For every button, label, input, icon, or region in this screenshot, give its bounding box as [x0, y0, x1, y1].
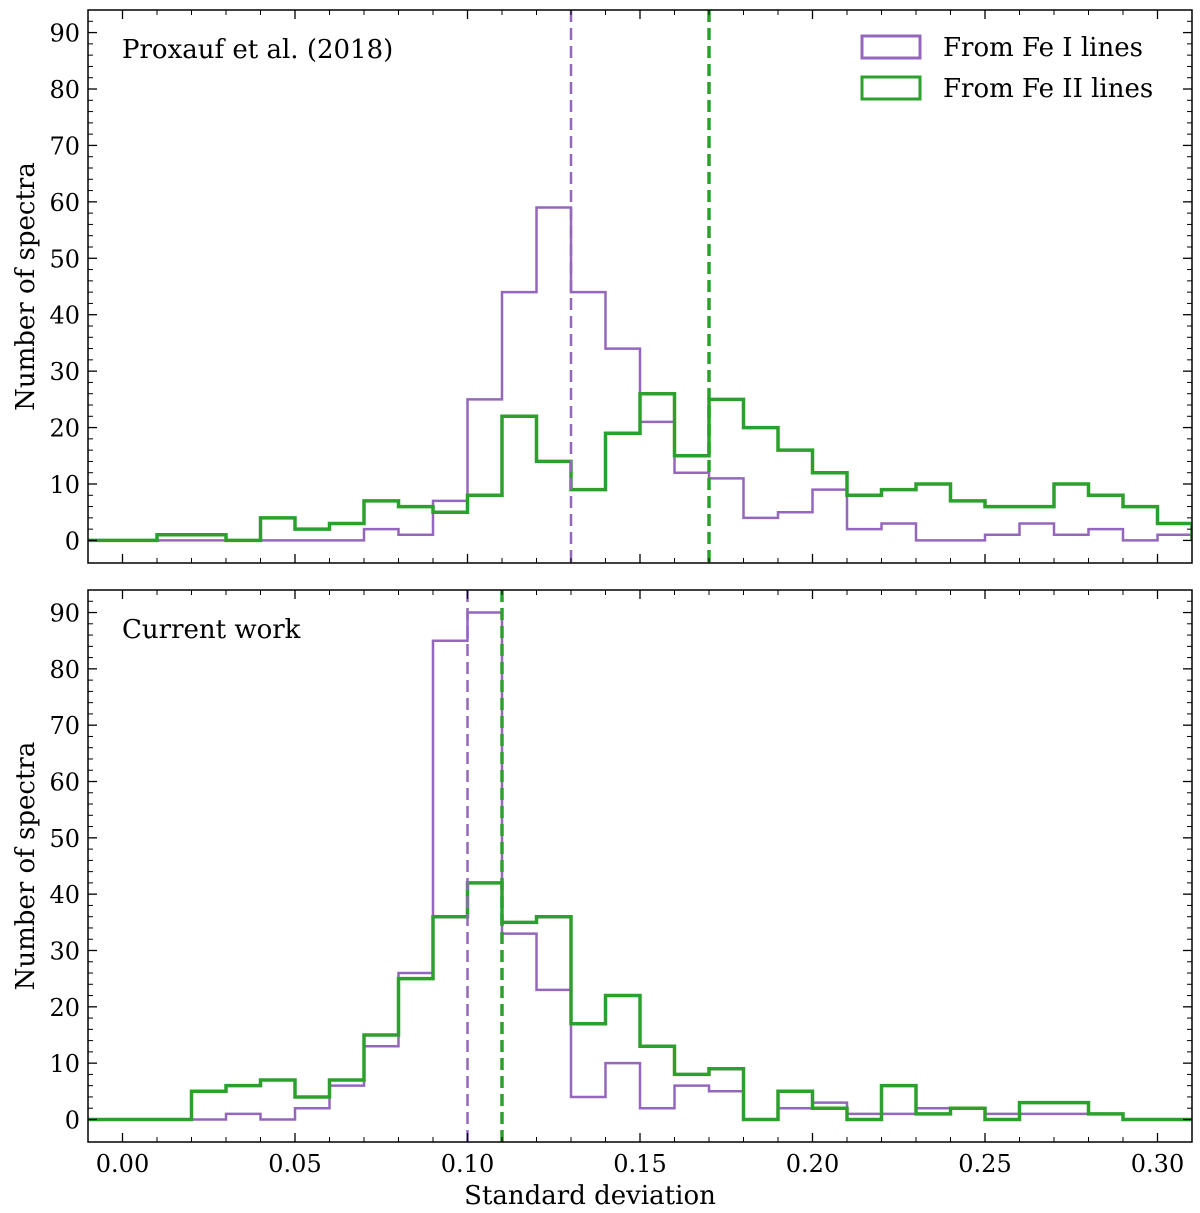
legend-label-fe2: From Fe II lines: [943, 74, 1153, 104]
y-tick-label: 60: [49, 189, 80, 217]
panel-annotation: Proxauf et al. (2018): [122, 35, 393, 65]
y-tick-label: 50: [49, 245, 80, 273]
x-tick-label: 0.00: [96, 1150, 149, 1178]
y-tick-label: 20: [49, 415, 80, 443]
y-tick-label: 70: [49, 712, 80, 740]
x-tick-label: 0.20: [786, 1150, 839, 1178]
y-tick-label: 40: [49, 302, 80, 330]
y-tick-label: 30: [49, 358, 80, 386]
y-tick-label: 80: [49, 76, 80, 104]
x-tick-label: 0.15: [613, 1150, 666, 1178]
x-axis-label: Standard deviation: [464, 1181, 716, 1211]
top-panel: 0 10 20 30 40 50 60 70 80 90 Number of spectra Prox…: [11, 9, 1193, 564]
y-axis-label: Number of spectra: [11, 742, 41, 991]
plot-area: [88, 10, 1192, 563]
y-tick-label: 50: [49, 825, 80, 853]
x-tick-label: 0.10: [441, 1150, 494, 1178]
x-tick-label: 0.05: [268, 1150, 321, 1178]
legend-swatch-fe2: [860, 75, 922, 101]
x-tick-label: 0.30: [1131, 1150, 1184, 1178]
series-fe1-step: [88, 206, 1192, 542]
series-fe2-step: [88, 391, 1192, 543]
y-axis-label: Number of spectra: [11, 162, 41, 411]
legend-label-fe1: From Fe I lines: [943, 33, 1143, 63]
y-tick-label: 0: [65, 1106, 80, 1134]
bottom-panel: 0 10 20 30 40 50 60 70 80 90 0.00 0.05 0.10 0.15 0.20 0…: [11, 589, 1193, 1211]
panel-annotation: Current work: [122, 615, 301, 645]
y-tick-label: 40: [49, 881, 80, 909]
y-tick-label: 70: [49, 132, 80, 160]
y-tick-label: 10: [49, 471, 80, 499]
y-tick-label: 80: [49, 656, 80, 684]
plot-area: [88, 590, 1192, 1142]
y-tick-label: 90: [49, 600, 80, 628]
y-tick-label: 90: [49, 20, 80, 48]
y-tick-label: 30: [49, 937, 80, 965]
axes-frame: [87, 589, 1193, 1143]
legend-swatch-fe1: [860, 34, 922, 60]
y-tick-label: 60: [49, 769, 80, 797]
x-tick-label: 0.25: [958, 1150, 1011, 1178]
y-tick-label: 0: [65, 527, 80, 555]
legend: From Fe I lines From Fe II lines: [860, 33, 1153, 104]
series-fe2-step: [88, 881, 1192, 1122]
y-tick-label: 20: [49, 994, 80, 1022]
y-tick-label: 10: [49, 1050, 80, 1078]
